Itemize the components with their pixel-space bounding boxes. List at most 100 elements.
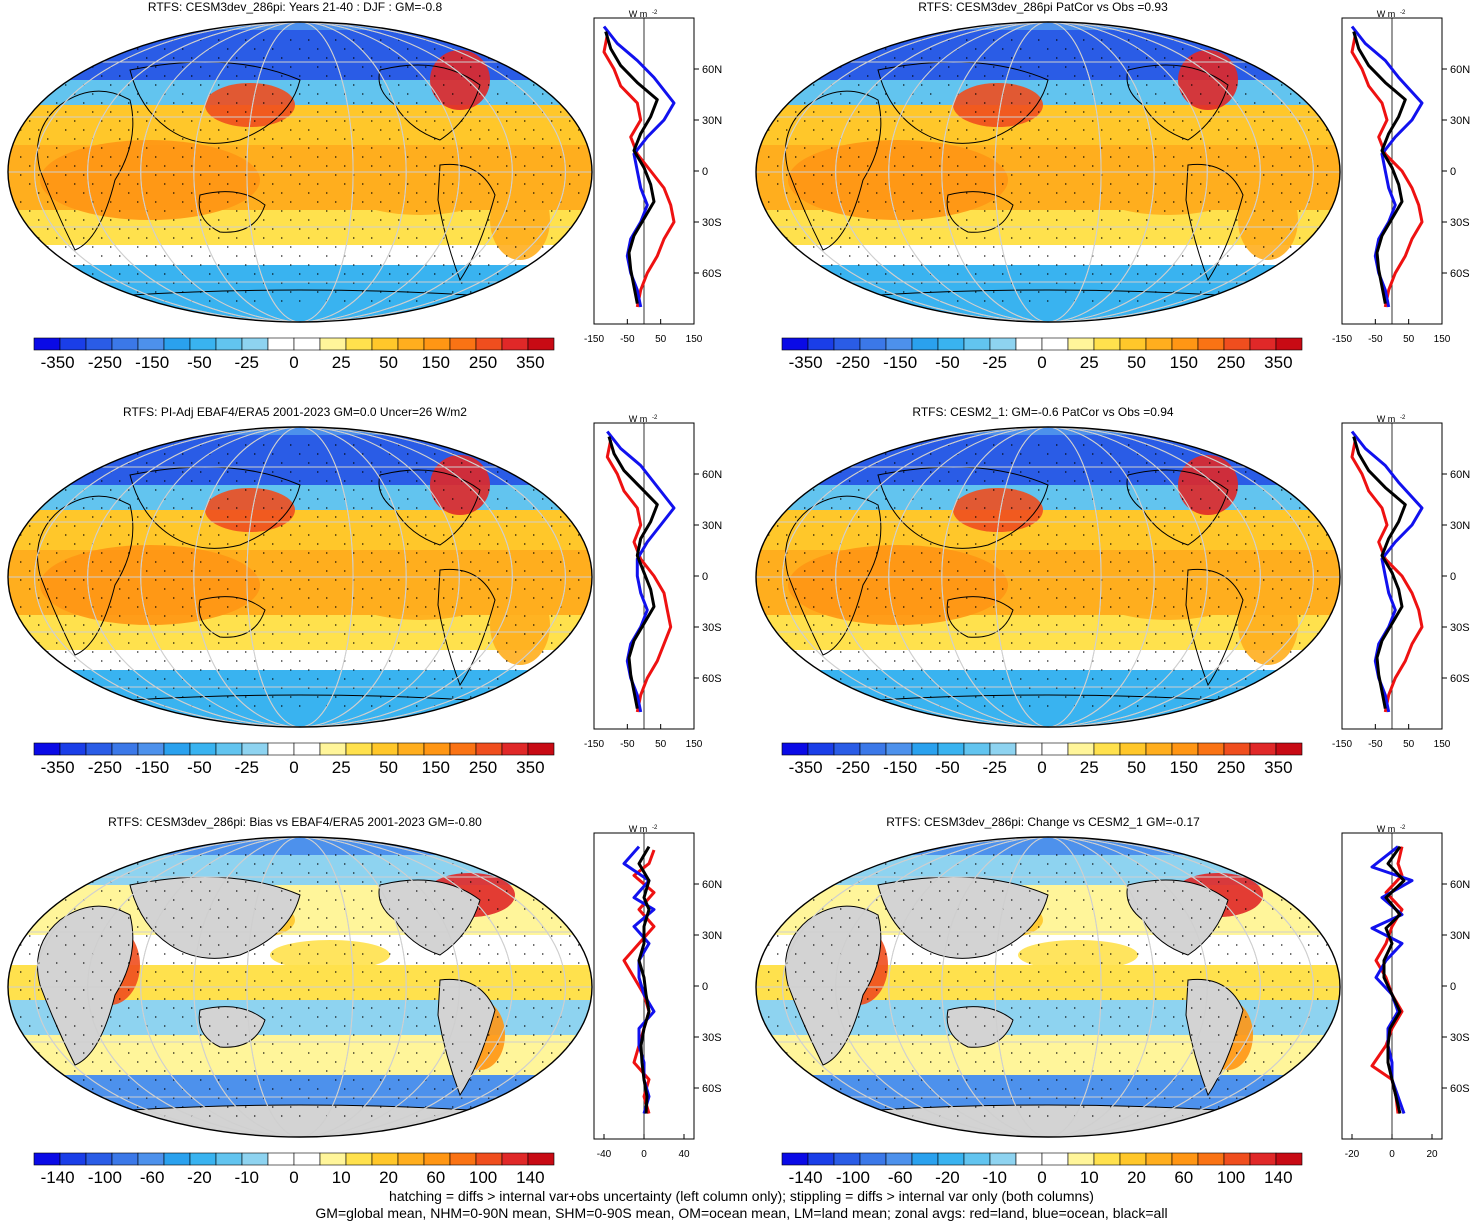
colorbar-swatch	[1249, 337, 1277, 351]
panel-5-colorbar: -140 -100 -60 -20 -10 0 10 20 60 100 140	[33, 1152, 555, 1187]
land-outline	[129, 61, 301, 144]
colorbar-swatch	[85, 337, 113, 351]
map-anomaly	[340, 560, 500, 620]
panel-6-colorbar: -140 -100 -60 -20 -10 0 10 20 60 100 140	[781, 1152, 1303, 1187]
zonal-lat-label: 30S	[702, 622, 722, 634]
colorbar-swatch	[1145, 1152, 1173, 1166]
map-anomaly	[270, 940, 390, 970]
map-border	[755, 836, 1341, 1138]
panel-6-map	[755, 836, 1341, 1138]
graticule-meridian	[34, 22, 566, 322]
colorbar-swatch	[989, 337, 1017, 351]
colorbar-tick-label: 50	[379, 353, 398, 372]
zonal-lat-label: 30N	[1450, 115, 1470, 127]
map-band	[756, 427, 1340, 435]
colorbar-tick-label: 250	[1217, 353, 1245, 372]
colorbar-swatch	[963, 742, 991, 756]
graticule-meridian	[193, 427, 407, 727]
colorbar-tick-label: 100	[469, 1168, 497, 1187]
zonal-units: W m	[1377, 824, 1396, 834]
colorbar-tick-label: 0	[289, 1168, 298, 1187]
map-anomaly	[788, 140, 1008, 220]
colorbar-swatch	[189, 1152, 217, 1166]
colorbar-tick-label: 50	[1127, 353, 1146, 372]
graticule-meridian	[193, 22, 407, 322]
panel-1-title: RTFS: CESM3dev_286pi: Years 21-40 : DJF …	[147, 0, 443, 14]
colorbar-tick-label: -10	[234, 1168, 259, 1187]
colorbar-tick-label: 20	[379, 1168, 398, 1187]
colorbar-swatch	[1015, 1152, 1043, 1166]
graticule-meridian	[140, 837, 460, 1137]
colorbar-swatch	[989, 742, 1017, 756]
colorbar-tick-label: -250	[88, 758, 122, 777]
colorbar-tick-label: 350	[516, 353, 544, 372]
map-band	[756, 855, 1340, 885]
colorbar-tick-label: -350	[789, 353, 823, 372]
colorbar-swatch	[1119, 1152, 1147, 1166]
colorbar-swatch	[345, 1152, 373, 1166]
colorbar-tick-label: -25	[982, 353, 1007, 372]
zonal-x-label: 150	[1434, 334, 1451, 345]
graticule-meridian	[888, 837, 1208, 1137]
colorbar-swatch	[449, 337, 477, 351]
colorbar-tick-label: 50	[1127, 758, 1146, 777]
colorbar-swatch	[1197, 337, 1225, 351]
colorbar-swatch	[111, 1152, 139, 1166]
colorbar-swatch	[137, 742, 165, 756]
land-outline	[378, 469, 481, 546]
colorbar-swatch	[859, 742, 887, 756]
zonal-units: W m	[629, 9, 648, 19]
zonal-units-exponent: -2	[652, 825, 658, 831]
panel-1: RTFS: CESM3dev_286pi: Years 21-40 : DJF …	[0, 0, 740, 390]
zonal-land-line	[1350, 34, 1424, 308]
colorbar-swatch	[397, 337, 425, 351]
panel-6-zonal-plot: W m -2 60N 30N 0 30S 60S -20 0 20	[1341, 824, 1470, 1160]
zonal-x-label: -150	[1332, 334, 1352, 345]
colorbar-tick-label: -250	[836, 758, 870, 777]
zonal-units-exponent: -2	[1400, 825, 1406, 831]
colorbar-tick-label: -50	[935, 353, 960, 372]
panel-3-zonal-plot: W m -2 60N 30N 0 30S 60S -150 -50 50 150	[584, 414, 722, 750]
map-band	[756, 650, 1340, 670]
panel-6: RTFS: CESM3dev_286pi: Change vs CESM2_1 …	[748, 815, 1483, 1195]
panel-5-map	[7, 836, 593, 1138]
land-outline	[877, 61, 1049, 144]
land-outline	[39, 1104, 561, 1137]
colorbar-swatch	[189, 337, 217, 351]
colorbar-swatch	[833, 337, 861, 351]
colorbar-swatch	[501, 742, 529, 756]
colorbar-tick-label: -25	[982, 758, 1007, 777]
graticule-meridian	[782, 22, 1314, 322]
zonal-x-label: -20	[1345, 1149, 1360, 1160]
colorbar-swatch	[989, 1152, 1017, 1166]
map-band	[756, 80, 1340, 105]
land-outline	[378, 879, 481, 956]
zonal-x-label: 150	[1434, 739, 1451, 750]
colorbar-swatch	[1041, 337, 1069, 351]
panel-2-map	[755, 21, 1341, 323]
map-band	[8, 80, 592, 105]
colorbar-swatch	[241, 742, 269, 756]
panel-5-zonal-plot: W m -2 60N 30N 0 30S 60S -40 0 40	[593, 824, 722, 1160]
colorbar-swatch	[833, 1152, 861, 1166]
graticule-meridian	[835, 837, 1261, 1137]
graticule-meridian	[140, 427, 460, 727]
panel-1-map	[7, 21, 593, 323]
panel-6-title: RTFS: CESM3dev_286pi: Change vs CESM2_1 …	[886, 815, 1200, 829]
colorbar-swatch	[781, 1152, 809, 1166]
zonal-x-label: -40	[597, 1149, 612, 1160]
colorbar-swatch	[963, 1152, 991, 1166]
colorbar-swatch	[1171, 742, 1199, 756]
colorbar-tick-label: -25	[234, 758, 259, 777]
panel-1-zonal-plot: W m -2 60N 30N 0 30S 60S -150 -50 50 150	[584, 9, 722, 345]
zonal-lat-label: 60S	[1450, 673, 1470, 685]
colorbar-swatch	[371, 742, 399, 756]
colorbar-swatch	[449, 1152, 477, 1166]
zonal-lat-label: 30S	[702, 217, 722, 229]
colorbar-tick-label: 250	[469, 353, 497, 372]
graticule-meridian	[87, 22, 513, 322]
panel-4: RTFS: CESM2_1: GM=-0.6 PatCor vs Obs =0.…	[748, 405, 1483, 795]
zonal-lat-label: 30S	[1450, 1032, 1470, 1044]
panel-4-zonal-plot: W m -2 60N 30N 0 30S 60S -150 -50 50 150	[1332, 414, 1470, 750]
land-outline	[946, 1006, 1014, 1048]
